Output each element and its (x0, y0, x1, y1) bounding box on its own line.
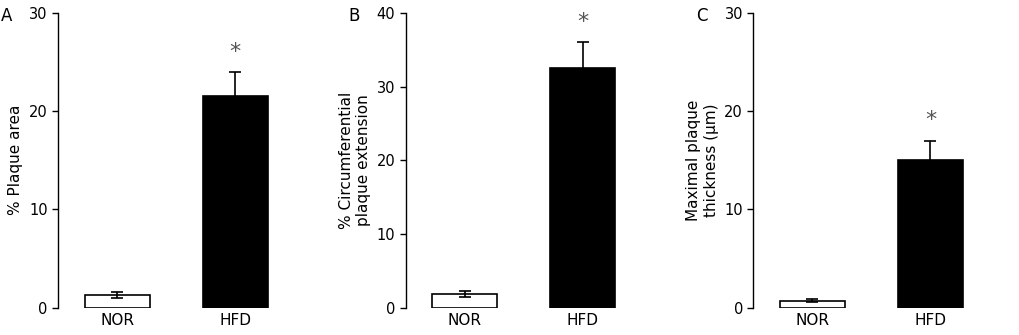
Text: *: * (229, 42, 240, 62)
Bar (550, 68, 614, 308)
Y-axis label: Maximal plaque
thickness (μm): Maximal plaque thickness (μm) (686, 99, 718, 221)
Text: *: * (924, 110, 935, 130)
Bar (897, 160, 962, 308)
Bar (203, 96, 267, 308)
Text: C: C (696, 7, 707, 25)
Bar (432, 294, 496, 308)
Text: A: A (1, 7, 12, 25)
Y-axis label: % Plaque area: % Plaque area (8, 105, 23, 215)
Y-axis label: % Circumferential
plaque extension: % Circumferential plaque extension (338, 91, 371, 229)
Text: B: B (348, 7, 360, 25)
Text: *: * (577, 12, 588, 32)
Bar (85, 295, 150, 308)
Bar (780, 300, 844, 308)
